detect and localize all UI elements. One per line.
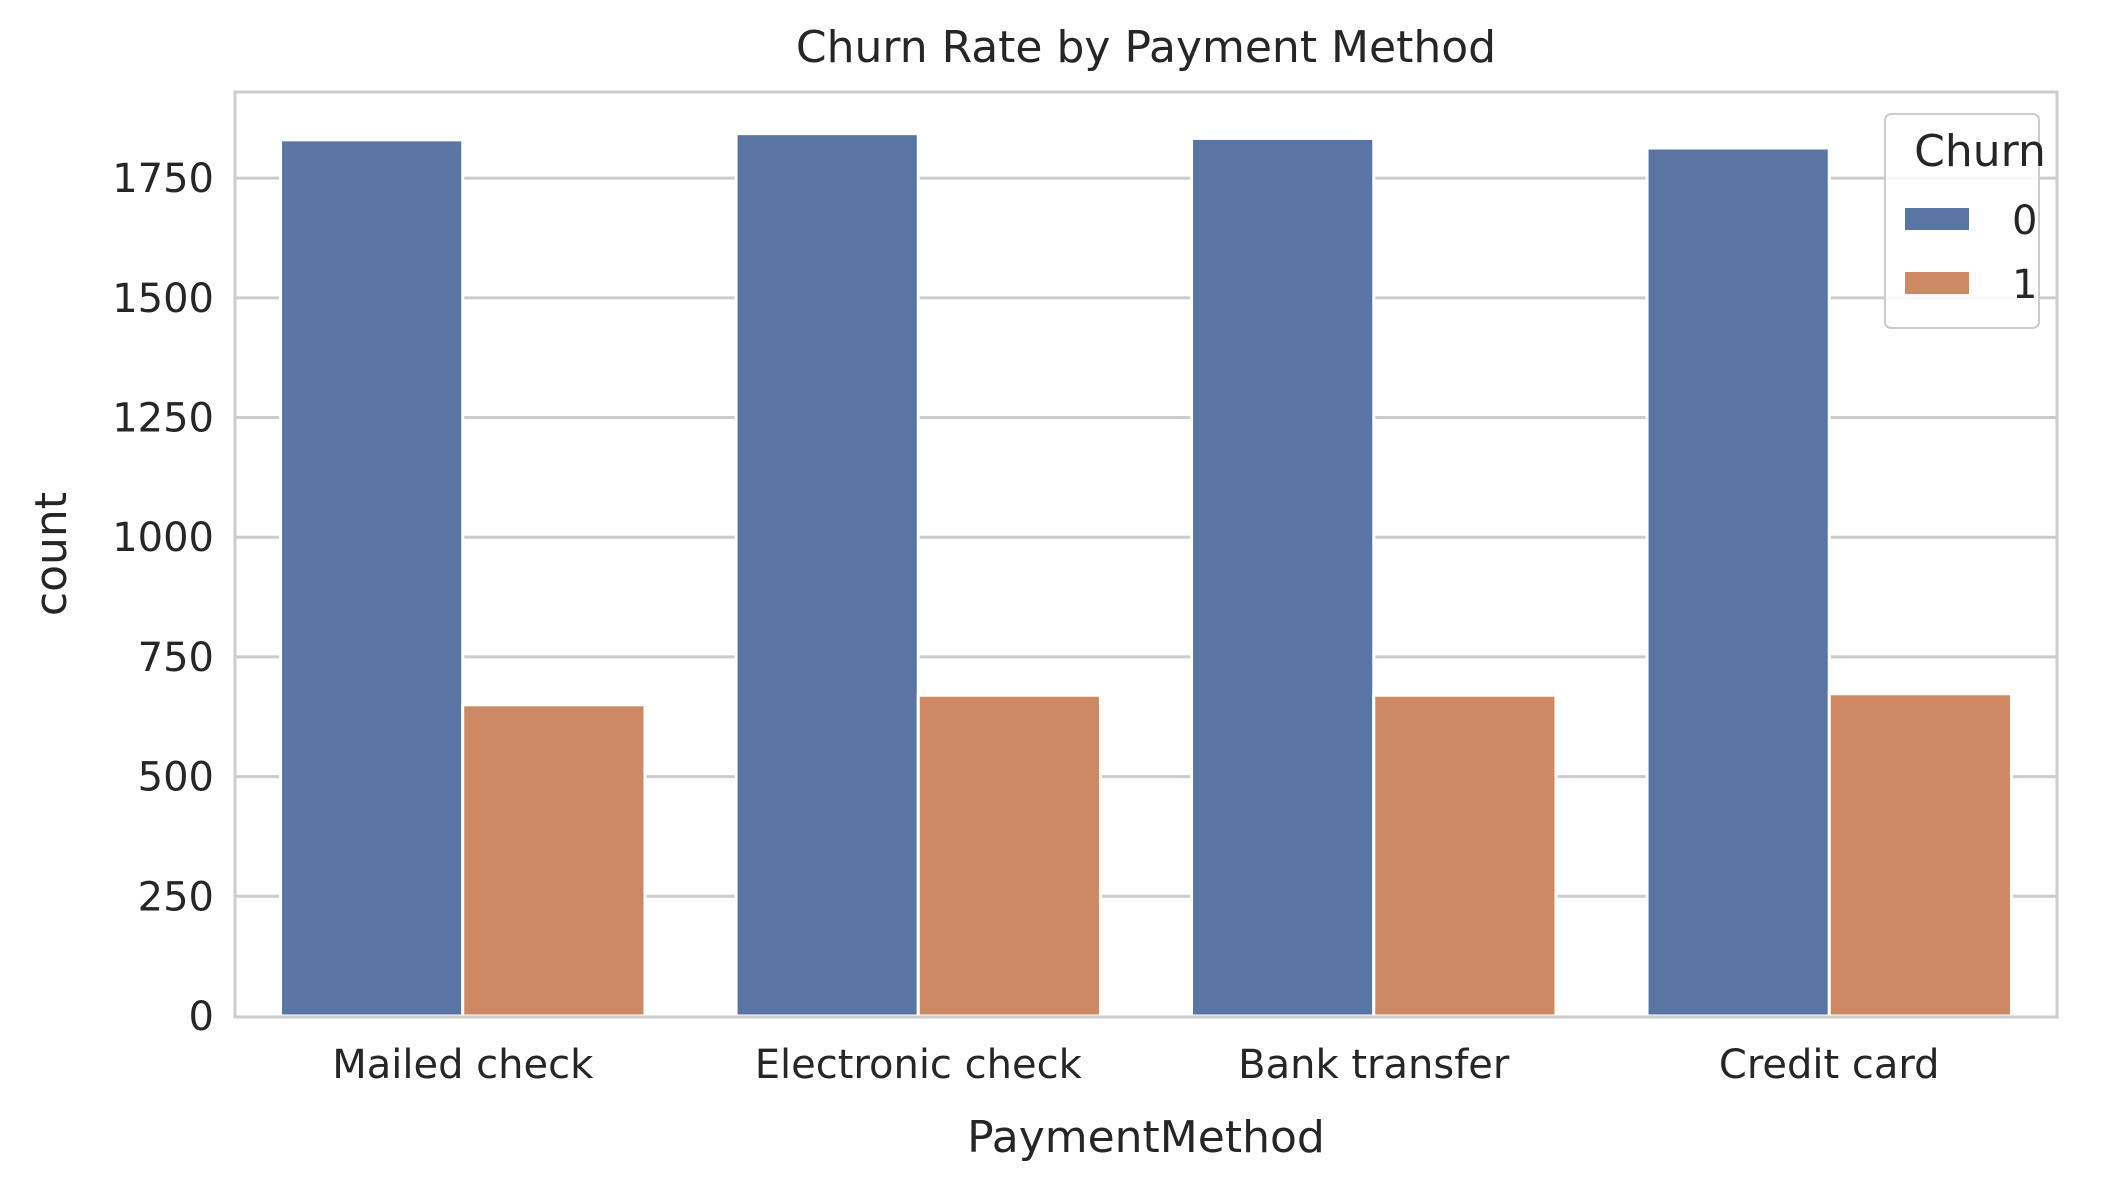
legend-swatch-1	[1905, 272, 1969, 294]
y-tick-label: 250	[138, 874, 214, 920]
plot-frame	[233, 90, 2059, 1019]
y-tick-label: 500	[138, 755, 214, 801]
x-tick-label: Electronic check	[755, 1042, 1083, 1088]
legend: Churn 0 1	[1884, 113, 2046, 329]
bar-churn-0-electronic-check	[734, 132, 920, 1018]
y-tick-label: 1500	[112, 276, 214, 322]
legend-swatch-0	[1905, 208, 1969, 230]
legend-label-1: 1	[2012, 262, 2037, 308]
bar-churn-0-mailed-check	[279, 138, 465, 1018]
y-tick-label: 1250	[112, 396, 214, 442]
x-tick-labels: Mailed check Electronic check Bank transfe…	[332, 1042, 1939, 1088]
y-tick-label: 750	[138, 635, 214, 681]
bar-churn-0-bank-transfer	[1190, 136, 1376, 1018]
chart-title: Churn Rate by Payment Method	[796, 22, 1496, 73]
legend-title: Churn	[1914, 126, 2046, 177]
y-tick-label: 1750	[112, 156, 214, 202]
bar-churn-1-credit-card	[1827, 692, 2013, 1018]
bar-churn-1-electronic-check	[916, 693, 1102, 1018]
bar-churn-1-bank-transfer	[1372, 693, 1558, 1018]
x-tick-label: Mailed check	[332, 1042, 594, 1088]
y-tick-labels: 0 250 500 750 1000 1250 1500 1750	[112, 156, 214, 1040]
bar-churn-1-mailed-check	[461, 703, 647, 1018]
y-tick-label: 1000	[112, 515, 214, 561]
bar-churn-0-credit-card	[1645, 146, 1831, 1018]
y-axis-label: count	[26, 492, 77, 616]
y-tick-label: 0	[189, 994, 214, 1040]
x-tick-label: Bank transfer	[1238, 1042, 1510, 1088]
x-tick-label: Credit card	[1719, 1042, 1940, 1088]
legend-label-0: 0	[2012, 198, 2037, 244]
x-axis-label: PaymentMethod	[967, 1112, 1325, 1163]
